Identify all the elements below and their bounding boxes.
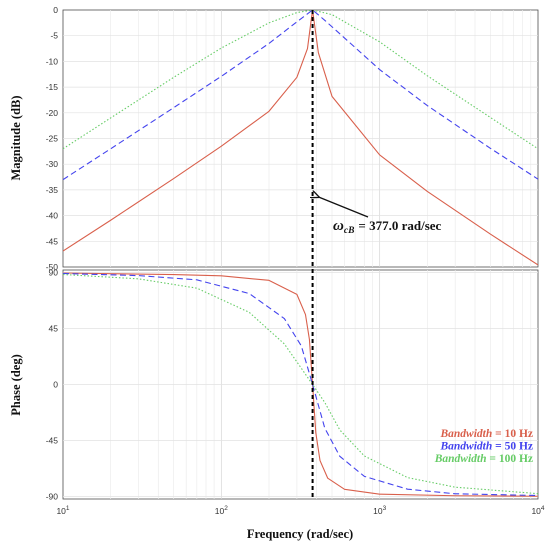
phase-x-tick-labels: 101 102 103 104 <box>56 505 544 516</box>
magnitude-y-tick-label: -5 <box>50 31 58 41</box>
phase-y-axis-label: Phase (deg) <box>9 354 23 415</box>
magnitude-series <box>63 10 538 266</box>
magnitude-y-tick-label: -45 <box>46 236 59 246</box>
center-frequency-annotation: ωcB = 377.0 rad/sec <box>333 218 442 236</box>
legend-entry-italic: Bandwidth <box>439 428 492 440</box>
x-tick-label: 101 <box>56 505 69 516</box>
x-tick-base: 10 <box>531 506 541 516</box>
phase-grid <box>63 270 538 499</box>
series-line-bandwidth-50-hz <box>63 272 538 497</box>
x-tick-label: 102 <box>215 505 228 516</box>
legend-entry-value: = 10 Hz <box>492 428 533 440</box>
legend-entry: Bandwidth = 100 Hz <box>434 453 533 465</box>
x-tick-label: 104 <box>531 505 544 516</box>
magnitude-y-tick-labels: 0 -5 -10 -15 -20 -25 -30 -35 -40 -45 -50 <box>46 5 59 272</box>
phase-y-tick-label: -45 <box>46 436 59 446</box>
x-tick-base: 10 <box>373 506 383 516</box>
series-line-bandwidth-100-hz <box>63 10 538 150</box>
series-line-bandwidth-10-hz <box>63 10 538 266</box>
legend-entry-value: = 50 Hz <box>492 441 533 453</box>
x-axis-label: Frequency (rad/sec) <box>247 527 353 541</box>
x-tick-exponent: 1 <box>66 505 70 512</box>
magnitude-grid <box>63 10 538 267</box>
magnitude-plot: 0 -5 -10 -15 -20 -25 -30 -35 -40 -45 -50 <box>46 5 539 272</box>
phase-y-tick-label: 90 <box>49 267 59 277</box>
omega-subscript: cB <box>344 226 355 236</box>
legend-entry-italic: Bandwidth <box>439 441 492 453</box>
x-tick-exponent: 2 <box>224 505 228 512</box>
phase-y-tick-label: 0 <box>53 380 58 390</box>
magnitude-y-tick-label: 0 <box>53 5 58 15</box>
x-tick-label: 103 <box>373 505 386 516</box>
magnitude-y-tick-label: -10 <box>46 56 59 66</box>
magnitude-y-tick-label: -20 <box>46 108 59 118</box>
magnitude-y-tick-label: -35 <box>46 185 59 195</box>
legend-entry-value: = 100 Hz <box>487 453 533 465</box>
x-tick-exponent: 3 <box>383 505 387 512</box>
legend-entry: Bandwidth = 50 Hz <box>439 441 533 453</box>
phase-y-tick-label: 45 <box>49 323 59 333</box>
magnitude-y-tick-label: -50 <box>46 262 59 272</box>
legend-entry-italic: Bandwidth <box>434 453 487 465</box>
annotation-value: = 377.0 rad/sec <box>358 218 441 233</box>
annotation-arrow <box>319 197 369 218</box>
phase-y-tick-label: -90 <box>46 492 59 502</box>
series-line-bandwidth-50-hz <box>63 10 538 181</box>
magnitude-y-tick-label: -25 <box>46 134 59 144</box>
omega-symbol: ω <box>333 218 344 234</box>
legend-entry: Bandwidth = 10 Hz <box>439 428 533 440</box>
magnitude-y-axis-label: Magnitude (dB) <box>9 95 23 180</box>
magnitude-y-tick-label: -40 <box>46 211 59 221</box>
magnitude-y-tick-label: -30 <box>46 159 59 169</box>
magnitude-y-tick-label: -15 <box>46 82 59 92</box>
x-tick-base: 10 <box>215 506 225 516</box>
x-tick-exponent: 4 <box>541 505 545 512</box>
x-tick-base: 10 <box>56 506 66 516</box>
phase-y-tick-labels: 90 45 0 -45 -90 <box>46 267 59 501</box>
